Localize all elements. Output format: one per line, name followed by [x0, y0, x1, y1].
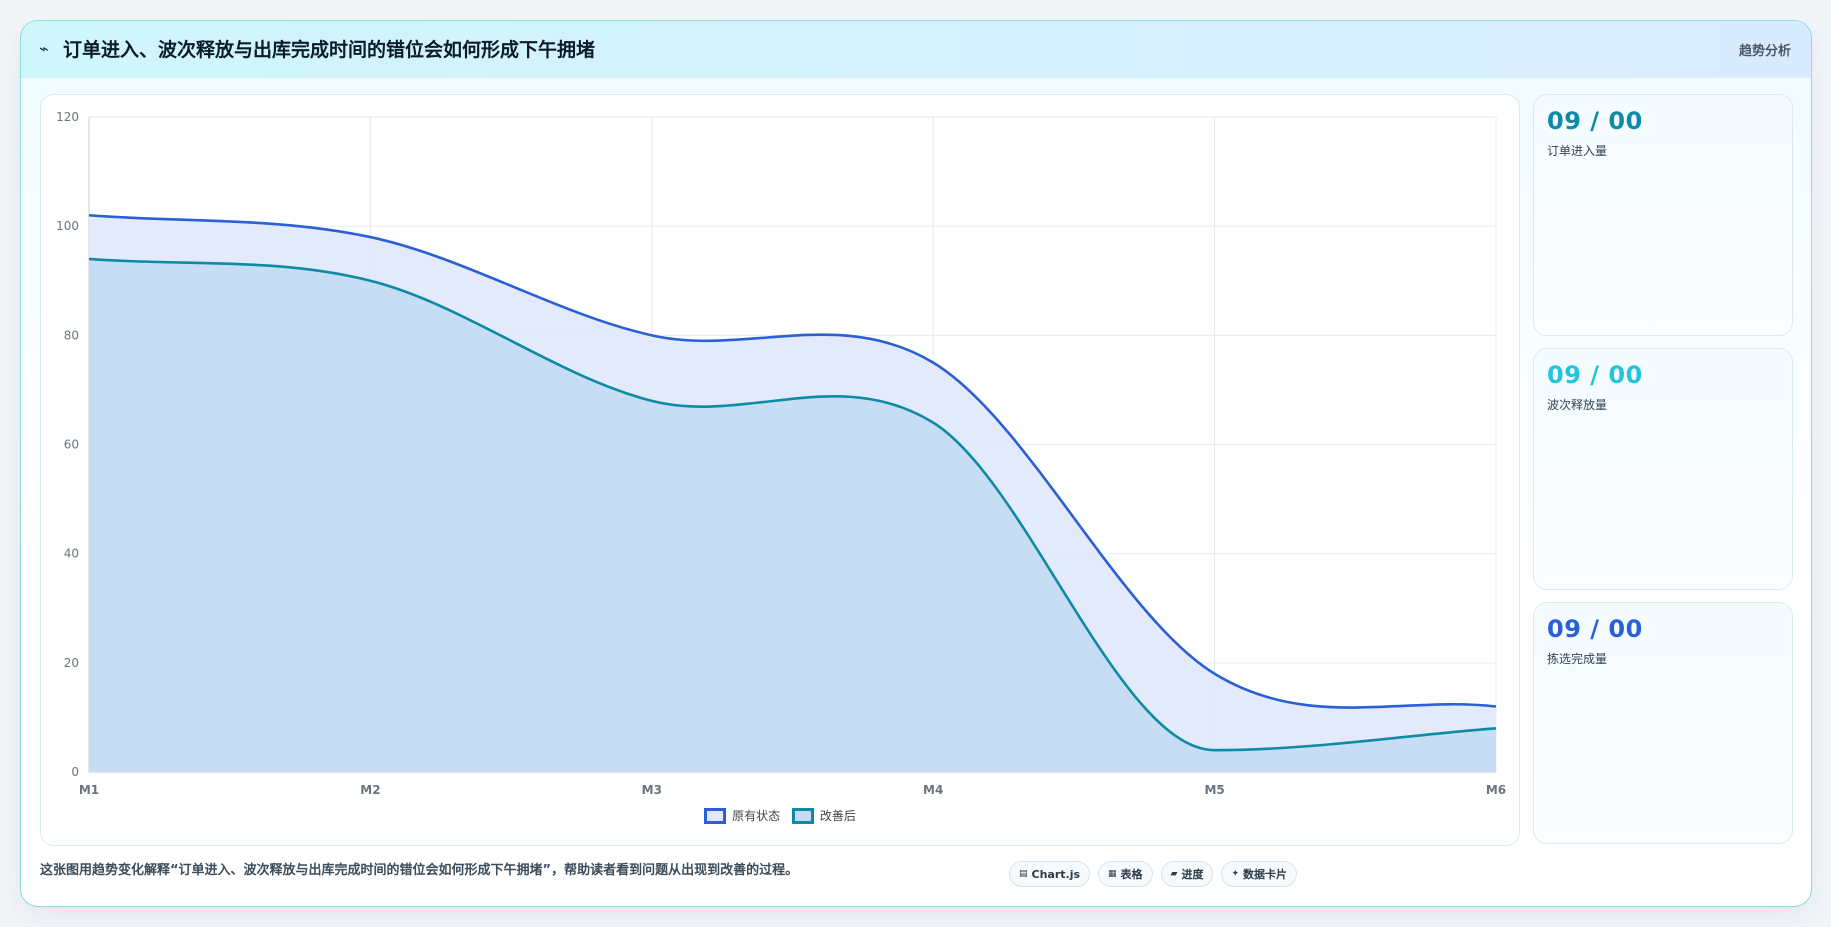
chip-table[interactable]: ▦ 表格	[1098, 861, 1153, 887]
chart-line-icon: ⌁	[39, 39, 49, 58]
kpi-value-picking: 09 / 00	[1547, 615, 1643, 643]
legend-item-improved[interactable]: 改善后	[791, 807, 856, 824]
panel-header: ⌁ 订单进入、波次释放与出库完成时间的错位会如何形成下午拥堵 趋势分析	[21, 21, 1811, 78]
y-tick-label: 20	[64, 656, 79, 670]
chip-progress[interactable]: ▰ 进度	[1160, 861, 1214, 887]
kpi-label-waves: 波次释放量	[1547, 398, 1608, 412]
legend-label-original: 原有状态	[732, 809, 781, 823]
legend-label-improved: 改善后	[819, 809, 856, 823]
tech-chips: ▤ Chart.js ▦ 表格 ▰ 进度 ✦ 数据卡片	[1009, 861, 1298, 887]
chart-icon: ▤	[1019, 869, 1028, 879]
kpi-label-orders: 订单进入量	[1547, 144, 1608, 158]
y-tick-label: 120	[56, 110, 79, 124]
x-tick-label: M3	[642, 783, 662, 797]
chip-data-card[interactable]: ✦ 数据卡片	[1221, 861, 1298, 887]
sparkle-icon: ✦	[1231, 869, 1240, 879]
x-tick-label: M2	[360, 783, 380, 797]
kpi-card-orders: 09 / 00 订单进入量	[1533, 94, 1793, 336]
table-icon: ▦	[1108, 869, 1117, 879]
kpi-card-picking: 09 / 00 拣选完成量	[1533, 602, 1793, 844]
kpi-value-waves: 09 / 00	[1547, 361, 1643, 389]
kpi-value-orders: 09 / 00	[1547, 107, 1643, 135]
line-series-0	[88, 213, 1497, 709]
x-tick-label: M6	[1486, 783, 1506, 797]
page-title: 订单进入、波次释放与出库完成时间的错位会如何形成下午拥堵	[63, 39, 596, 61]
y-tick-label: 0	[71, 765, 79, 779]
line-series-1	[88, 257, 1497, 752]
chart-card: 0 20 40 60 80 100 120 M1 M2 M3 M4 M5 M6 原有状态 改善后	[40, 94, 1520, 846]
legend-swatch-original	[704, 807, 727, 824]
chart-caption: 这张图用趋势变化解释“订单进入、波次释放与出库完成时间的错位会如何形成下午拥堵”…	[40, 863, 799, 878]
area-chart: 0 20 40 60 80 100 120 M1 M2 M3 M4 M5 M6	[56, 110, 1506, 797]
x-tick-label: M5	[1204, 783, 1224, 797]
view-mode-label[interactable]: 趋势分析	[1738, 44, 1791, 59]
y-tick-label: 40	[64, 547, 79, 561]
chip-chartjs[interactable]: ▤ Chart.js	[1009, 861, 1091, 887]
chip-data-card-label: 数据卡片	[1243, 868, 1288, 881]
kpi-label-picking: 拣选完成量	[1547, 652, 1608, 666]
legend-item-original[interactable]: 原有状态	[704, 807, 780, 824]
y-tick-label: 100	[56, 219, 79, 233]
chip-table-label: 表格	[1120, 868, 1143, 881]
area-fill-series-1	[89, 258, 1496, 772]
y-tick-label: 60	[64, 438, 79, 452]
kpi-card-waves: 09 / 00 波次释放量	[1533, 348, 1793, 590]
chart-legend: 原有状态 改善后	[41, 807, 1519, 827]
progress-icon: ▰	[1170, 869, 1178, 879]
legend-swatch-improved	[791, 807, 814, 824]
chip-progress-label: 进度	[1181, 868, 1204, 881]
chip-chartjs-label: Chart.js	[1031, 867, 1081, 881]
dashboard-panel: ⌁ 订单进入、波次释放与出库完成时间的错位会如何形成下午拥堵 趋势分析 0 20 4…	[20, 20, 1812, 907]
x-tick-label: M1	[79, 783, 99, 797]
y-tick-label: 80	[64, 328, 79, 342]
x-tick-label: M4	[923, 783, 943, 797]
